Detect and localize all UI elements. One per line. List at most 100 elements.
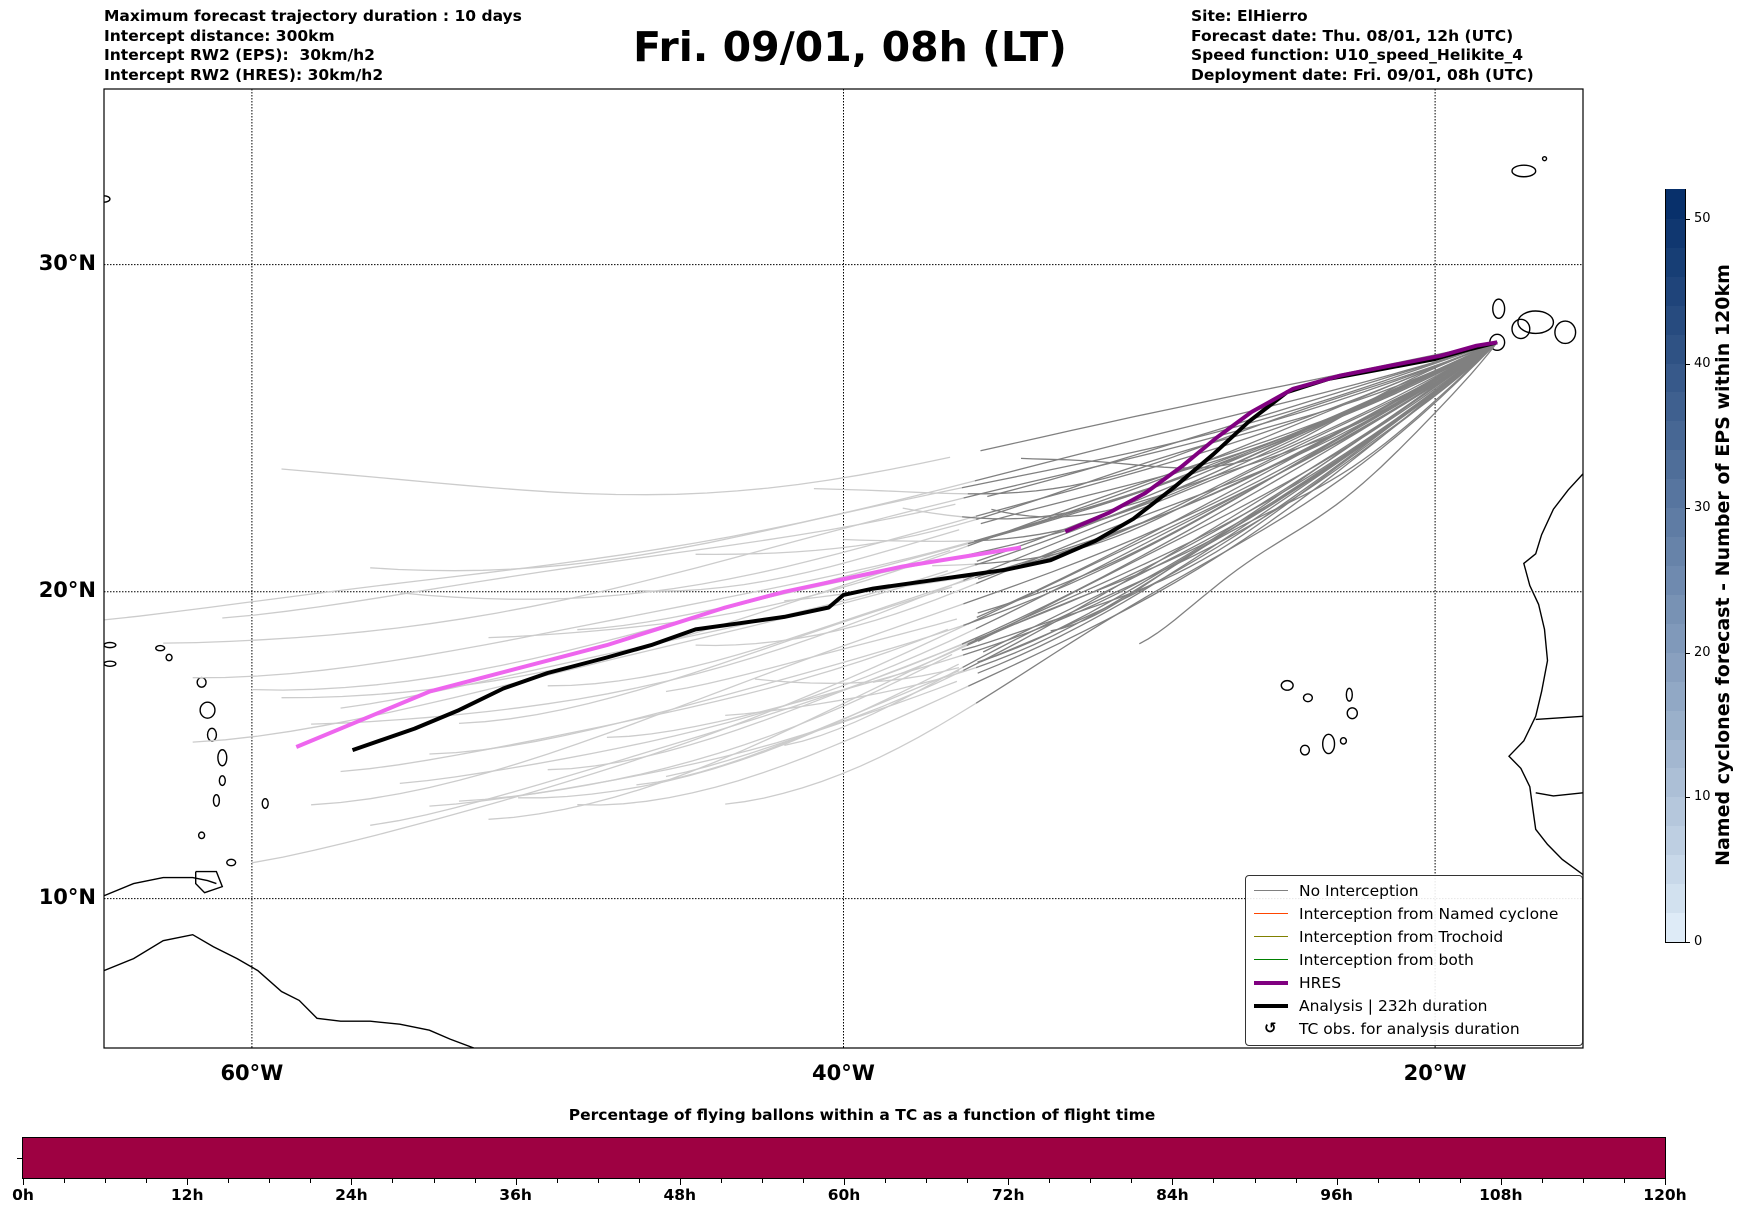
time-tick (1131, 1179, 1133, 1183)
colorbar-level (1666, 681, 1685, 711)
eps-trajectory (577, 685, 969, 806)
eps-trajectory (488, 545, 968, 639)
eps-trajectory (340, 628, 949, 773)
island (206, 727, 218, 742)
legend-item: Analysis | 232h duration (1246, 995, 1582, 1017)
time-tick (761, 1179, 763, 1183)
legend-swatch (1254, 981, 1288, 985)
eps-trajectory (251, 543, 969, 691)
header-line-intercept-hres: Intercept RW2 (HRES): 30km/h2 (104, 65, 384, 84)
header-info-right: Site: ElHierro Forecast date: Thu. 08/01… (1191, 7, 1534, 85)
legend-swatch (1254, 959, 1288, 961)
eps-trajectory (987, 341, 1498, 498)
island (226, 858, 237, 867)
island (199, 701, 216, 719)
colorbar-level (1666, 247, 1685, 277)
time-tick-label: 48h (663, 1186, 697, 1204)
eps-trajectory (963, 341, 1498, 499)
legend-item: Interception from both (1246, 949, 1582, 971)
eps-trajectory (976, 341, 1498, 618)
island (1321, 733, 1336, 755)
lon-label: 60°W (220, 1061, 284, 1085)
time-tick-label: 120h (1643, 1186, 1687, 1204)
island (1280, 679, 1294, 691)
lat-label: 30°N (38, 250, 96, 275)
colorbar-level (1666, 420, 1685, 451)
main-tracks (295, 340, 1498, 752)
time-tick-label: 24h (335, 1186, 368, 1204)
time-tick (1459, 1179, 1461, 1183)
eps-trajectory (251, 623, 969, 864)
colorbar-level (1666, 478, 1685, 509)
legend: No Interception Interception from Named c… (1245, 875, 1583, 1046)
legend-label: Interception from Trochoid (1299, 928, 1504, 946)
eps-trajectory (1020, 341, 1498, 469)
island (165, 653, 173, 662)
lon-label: 20°W (1403, 1061, 1467, 1085)
colorbar-level (1666, 449, 1685, 480)
legend-label: No Interception (1299, 882, 1419, 900)
eps-trajectory (977, 341, 1498, 642)
hres-track (1064, 340, 1498, 534)
time-tick (105, 1179, 107, 1183)
island (1339, 736, 1348, 745)
flight-time-bar-ytick (17, 1158, 22, 1159)
header-line-site: Site: ElHierro (1191, 7, 1308, 25)
eps-trajectory (974, 341, 1498, 482)
island (1302, 693, 1314, 703)
time-tick (474, 1179, 476, 1183)
header-line-forecast-date: Forecast date: Thu. 08/01, 12h (UTC) (1191, 26, 1514, 45)
coastline (1535, 792, 1583, 797)
eps-trajectory (843, 538, 975, 543)
eps-trajectory (962, 341, 1498, 520)
eps-trajectory (636, 529, 960, 592)
lon-label: 40°W (812, 1061, 875, 1085)
eps-trajectory (976, 341, 1498, 521)
colorbar-level (1666, 594, 1685, 624)
time-tick (885, 1179, 887, 1183)
eps-trajectory (665, 618, 958, 693)
eps-trajectory (725, 666, 977, 717)
island (1346, 707, 1359, 720)
time-tick (1377, 1179, 1379, 1183)
eps-trajectories-light (104, 456, 977, 864)
flight-time-bar (22, 1137, 1666, 1179)
eps-trajectory (975, 341, 1498, 566)
eps-trajectory (813, 487, 968, 495)
island (1345, 687, 1353, 702)
eps-trajectory (192, 564, 976, 743)
time-tick (23, 1179, 24, 1185)
colorbar-level (1666, 652, 1685, 682)
eps-trajectory (963, 341, 1498, 605)
eps-trajectory (975, 341, 1498, 704)
colorbar-level (1666, 565, 1685, 595)
time-tick (187, 1179, 189, 1185)
eps-trajectory (222, 503, 956, 619)
eps-trajectory (963, 341, 1498, 581)
colorbar-level (1666, 362, 1685, 393)
time-tick-label: 108h (1479, 1186, 1523, 1204)
colorbar-tick (1685, 363, 1690, 365)
time-tick (351, 1179, 353, 1185)
time-tick (1418, 1179, 1420, 1183)
colorbar-level (1666, 391, 1685, 422)
time-tick (1213, 1179, 1215, 1183)
eps-trajectory (967, 341, 1498, 545)
colorbar-tick (1685, 652, 1690, 654)
island (1492, 298, 1506, 320)
eps-trajectory (547, 577, 976, 687)
time-tick (515, 1179, 517, 1185)
eps-trajectory (963, 341, 1498, 627)
time-tick (1336, 1179, 1338, 1185)
time-tick (269, 1179, 271, 1183)
time-tick (720, 1179, 722, 1183)
cyclone-marker-icon: ↺ (1264, 1019, 1277, 1037)
eps-trajectory (695, 518, 977, 556)
header-line-intercept-distance: Intercept distance: 300km (104, 26, 335, 45)
time-tick (597, 1179, 599, 1183)
colorbar-tick (1685, 797, 1690, 799)
colorbar-level (1666, 507, 1685, 538)
legend-label: Analysis | 232h duration (1299, 997, 1488, 1015)
colorbar-level (1666, 218, 1685, 248)
